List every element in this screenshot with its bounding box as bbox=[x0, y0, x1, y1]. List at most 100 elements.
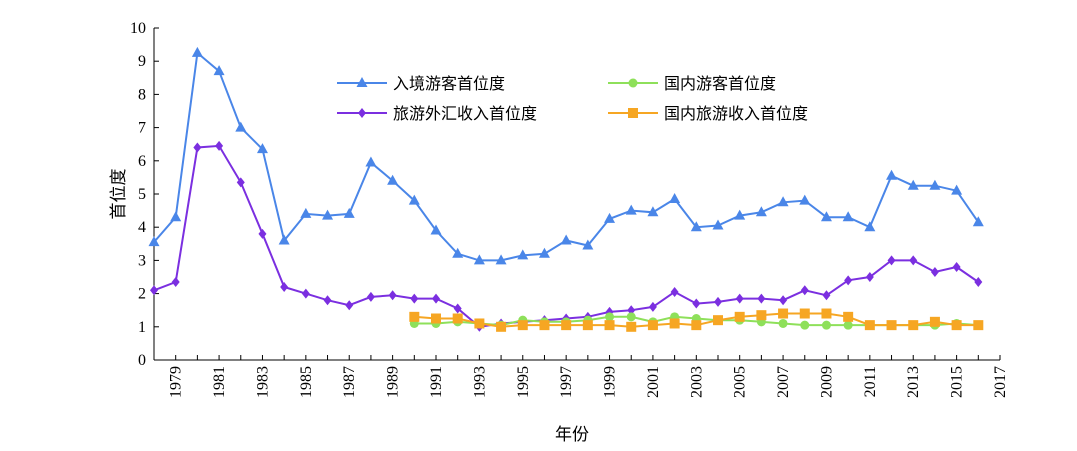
data-point bbox=[171, 276, 180, 287]
legend-entry-0: 入境游客首位度 bbox=[337, 74, 505, 93]
data-point bbox=[647, 206, 659, 217]
x-tick-label: 1981 bbox=[211, 366, 228, 398]
data-point bbox=[735, 293, 744, 304]
data-point bbox=[647, 320, 658, 331]
data-point bbox=[777, 196, 789, 207]
y-tick-label: 9 bbox=[138, 53, 146, 70]
data-point bbox=[974, 276, 983, 287]
data-point bbox=[539, 320, 550, 331]
legend-label: 入境游客首位度 bbox=[393, 74, 505, 93]
legend-entry-3: 国内旅游收入首位度 bbox=[608, 104, 808, 123]
data-point bbox=[799, 308, 810, 319]
data-point bbox=[951, 320, 962, 331]
data-point bbox=[799, 194, 811, 205]
data-point bbox=[669, 192, 681, 203]
data-point bbox=[669, 318, 680, 329]
data-point bbox=[191, 46, 203, 57]
x-tick-label: 2005 bbox=[732, 366, 749, 398]
data-point bbox=[778, 318, 788, 328]
data-point bbox=[626, 321, 637, 332]
data-point bbox=[626, 312, 636, 322]
data-point bbox=[930, 267, 939, 278]
data-point bbox=[148, 236, 160, 247]
data-point bbox=[215, 140, 224, 151]
data-point bbox=[431, 313, 441, 324]
data-point bbox=[670, 286, 679, 297]
y-tick-label: 1 bbox=[138, 319, 146, 336]
data-point bbox=[887, 255, 896, 266]
data-point bbox=[820, 211, 832, 222]
x-ticks: 1979 1981 1983 1985 1987 1989 1991 1993 1995 1997… bbox=[153, 355, 1009, 398]
data-point bbox=[800, 320, 810, 330]
data-point bbox=[734, 311, 745, 322]
data-point bbox=[517, 249, 529, 260]
x-tick-label: 1991 bbox=[428, 366, 445, 398]
data-point bbox=[714, 296, 722, 307]
x-tick-label: 2007 bbox=[775, 366, 792, 398]
data-point bbox=[495, 254, 507, 265]
data-point bbox=[951, 184, 963, 195]
data-point bbox=[843, 320, 853, 330]
x-tick-label: 1995 bbox=[515, 366, 532, 398]
data-point bbox=[842, 211, 854, 222]
data-point bbox=[972, 216, 984, 227]
data-point bbox=[886, 320, 897, 331]
data-point bbox=[929, 179, 941, 190]
y-tick-label: 3 bbox=[138, 252, 146, 269]
data-point bbox=[582, 239, 594, 250]
data-point bbox=[150, 285, 158, 296]
data-point bbox=[366, 291, 375, 302]
data-point bbox=[605, 312, 615, 322]
legend-entry-2: 国内游客首位度 bbox=[608, 74, 776, 93]
legend-label: 国内游客首位度 bbox=[664, 74, 776, 93]
data-point bbox=[473, 254, 485, 265]
legend-label: 旅游外汇收入首位度 bbox=[393, 104, 537, 123]
data-point bbox=[365, 156, 377, 167]
x-tick-label: 1993 bbox=[471, 366, 488, 398]
data-point bbox=[907, 179, 919, 190]
x-tick-label: 1989 bbox=[385, 366, 402, 398]
axes bbox=[153, 28, 1000, 361]
data-point bbox=[864, 320, 875, 331]
x-tick-label: 1987 bbox=[341, 366, 358, 398]
data-point bbox=[908, 320, 919, 331]
data-point bbox=[561, 320, 572, 331]
series-line-0 bbox=[153, 50, 980, 262]
y-axis-title: 首位度 bbox=[109, 169, 129, 220]
x-tick-label: 2013 bbox=[905, 366, 922, 398]
data-point bbox=[843, 311, 854, 322]
x-tick-label: 2003 bbox=[688, 366, 705, 398]
y-tick-label: 7 bbox=[138, 120, 146, 137]
data-point bbox=[560, 234, 572, 245]
x-tick-label: 2009 bbox=[818, 366, 835, 398]
data-point bbox=[517, 320, 528, 331]
data-point bbox=[757, 293, 766, 304]
legend-marker bbox=[358, 108, 366, 118]
data-point bbox=[627, 305, 636, 316]
data-point bbox=[734, 209, 746, 220]
data-point bbox=[213, 65, 225, 76]
series-layer bbox=[148, 46, 984, 332]
data-point bbox=[258, 228, 267, 239]
data-point bbox=[430, 224, 442, 235]
y-tick-label: 4 bbox=[138, 219, 146, 236]
x-tick-label: 1979 bbox=[168, 366, 185, 398]
data-point bbox=[410, 293, 419, 304]
data-point bbox=[692, 298, 701, 309]
data-point bbox=[756, 310, 767, 321]
data-point bbox=[604, 320, 615, 331]
y-tick-label: 8 bbox=[138, 86, 146, 103]
data-point bbox=[256, 143, 268, 154]
data-point bbox=[625, 204, 637, 215]
data-point bbox=[929, 316, 940, 327]
legend-label: 国内旅游收入首位度 bbox=[664, 104, 808, 123]
x-tick-label: 2001 bbox=[645, 366, 662, 398]
y-ticks: 0 1 2 3 4 5 6 7 8 9 10 bbox=[130, 20, 159, 369]
data-point bbox=[886, 169, 898, 180]
data-point bbox=[301, 288, 310, 299]
data-point bbox=[452, 313, 463, 324]
data-point bbox=[604, 212, 616, 223]
data-point bbox=[170, 211, 182, 222]
